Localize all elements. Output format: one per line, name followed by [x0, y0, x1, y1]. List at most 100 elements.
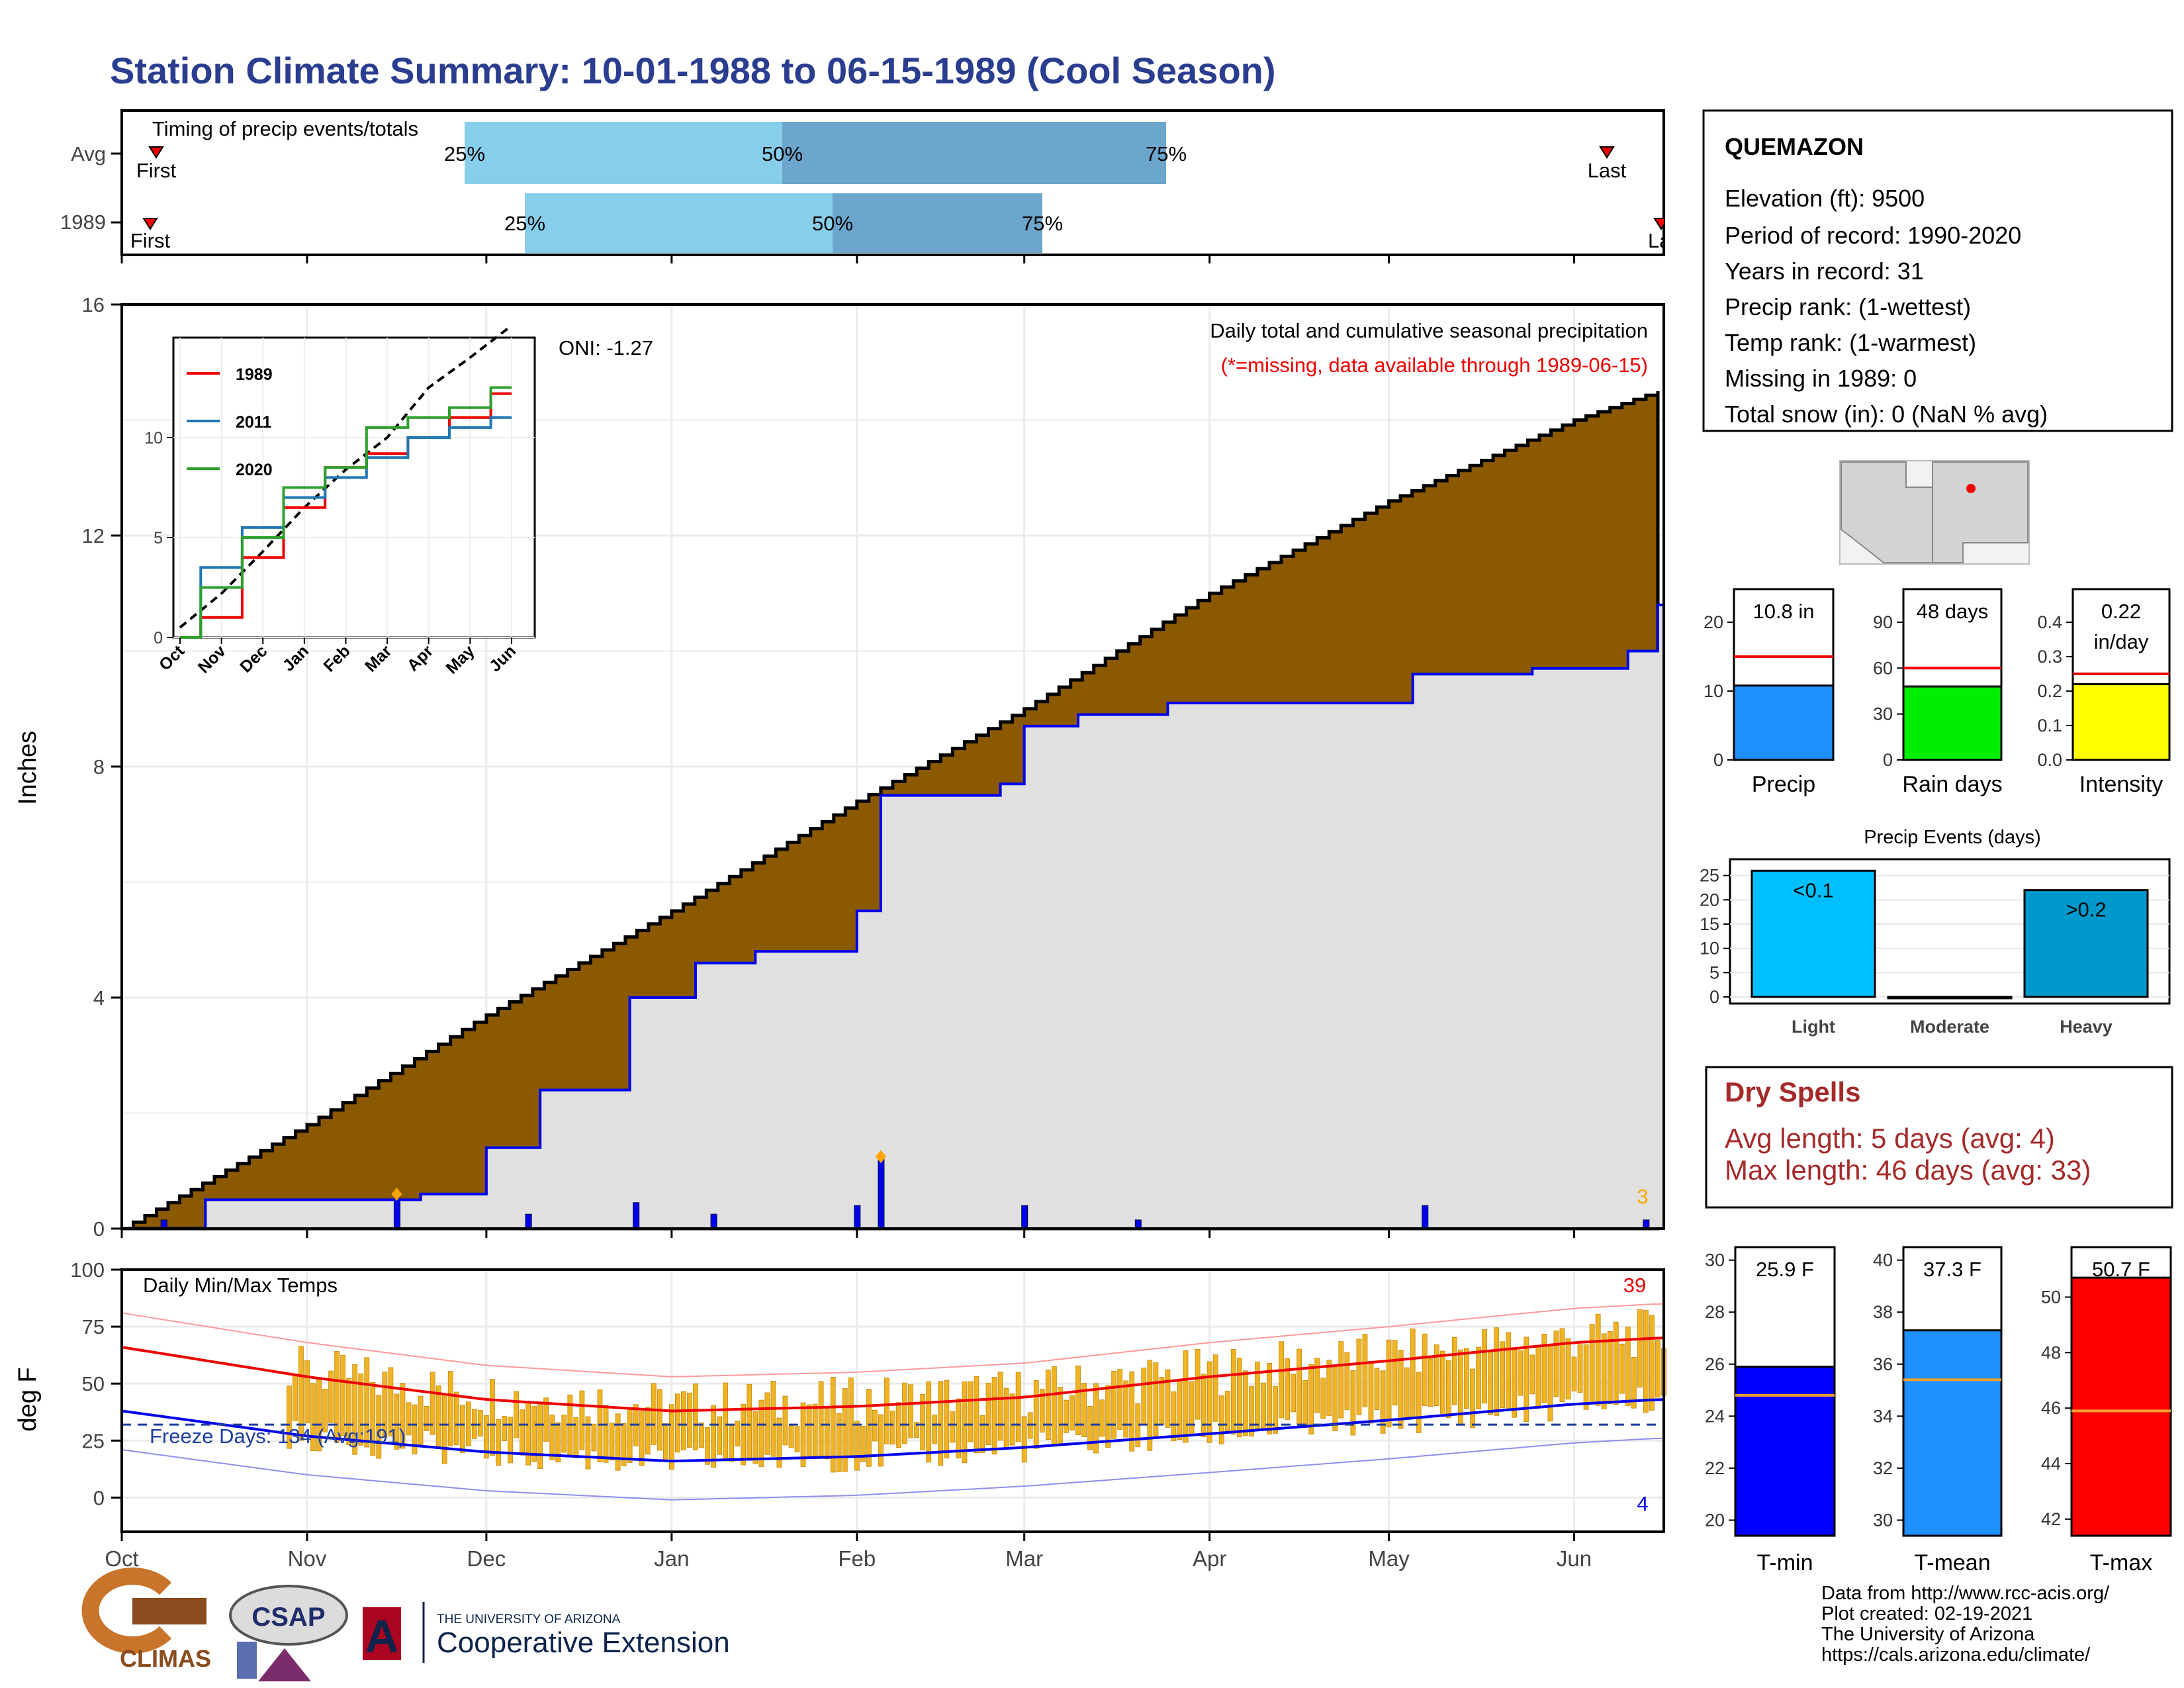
- timing-panel: Timing of precip events/totals Avg 1989 …: [60, 109, 1665, 263]
- daily-temp-bar: [549, 1415, 555, 1460]
- temp-xtick-label: Jun: [1557, 1546, 1592, 1571]
- daily-temp-bar: [1529, 1354, 1535, 1395]
- daily-temp-bar: [555, 1422, 561, 1463]
- stat-bar-Precip: [1733, 684, 1835, 761]
- daily-temp-bar: [483, 1415, 489, 1459]
- temp-xtick-label: Apr: [1193, 1546, 1226, 1571]
- temp-summary-tick-label: 44: [2041, 1454, 2061, 1474]
- daily-temp-bar: [1320, 1378, 1326, 1419]
- daily-temp-bar: [585, 1416, 591, 1470]
- stat-bar-label: Precip: [1752, 772, 1815, 797]
- daily-temp-bar: [1230, 1348, 1236, 1435]
- obs-p25-label: 25%: [504, 212, 545, 235]
- daily-temp-bar: [1494, 1327, 1500, 1416]
- daily-temp-bar: [388, 1367, 394, 1436]
- temp-ytick-label: 50: [82, 1372, 105, 1395]
- record-low-line: [121, 1437, 1664, 1501]
- stat-tick-label: 10: [1704, 681, 1723, 701]
- daily-temp-bar: [806, 1404, 812, 1459]
- avg-p75-label: 75%: [1146, 142, 1187, 165]
- stat-bars: 10.8 in 0 10 20 Precip 48 days 0 30 60 90 Rain day…: [1704, 588, 2171, 797]
- avg-tmin-line: [121, 1398, 1664, 1463]
- daily-temp-bar: [1404, 1367, 1410, 1419]
- temp-ytick-label: 25: [82, 1429, 105, 1452]
- daily-temp-bar: [1141, 1368, 1147, 1425]
- inset-avg-line: [179, 324, 513, 629]
- daily-temp-bar: [908, 1384, 913, 1438]
- inset-ytick-label: 10: [144, 429, 163, 447]
- daily-temp-bar: [1033, 1380, 1039, 1449]
- temp-summary-tick-label: 40: [1873, 1250, 1893, 1270]
- stat-bar-Intensity: [2071, 683, 2171, 761]
- footer-url: https://cals.arizona.edu/climate/: [1821, 1644, 2091, 1665]
- daily-temp-bar: [1236, 1358, 1242, 1438]
- inset-line-2020: [180, 386, 512, 639]
- daily-temp-bar: [1458, 1349, 1463, 1424]
- dry-spells-title: Dry Spells: [1725, 1076, 1860, 1107]
- daily-temp-bar: [430, 1372, 435, 1435]
- daily-precip-bar: [633, 1202, 640, 1229]
- stat-tick-label: 20: [1704, 612, 1723, 632]
- daily-temp-bar: [496, 1419, 501, 1466]
- timing-title: Timing of precip events/totals: [152, 117, 418, 140]
- daily-temp-bar: [1488, 1350, 1494, 1415]
- daily-temp-bar: [514, 1391, 519, 1438]
- daily-temp-bar: [1332, 1366, 1338, 1431]
- temp-ytick-label: 0: [93, 1486, 105, 1509]
- csap-logo-text: CSAP: [251, 1603, 325, 1632]
- daily-temp-bar: [382, 1372, 388, 1438]
- daily-temp-bar: [747, 1383, 752, 1461]
- daily-temp-bar: [1625, 1327, 1631, 1407]
- daily-precip-bar: [710, 1213, 717, 1229]
- stat-tick-label: 90: [1873, 612, 1893, 632]
- daily-temp-bar: [1601, 1333, 1607, 1409]
- temp-bar-label: T-min: [1757, 1550, 1813, 1575]
- daily-temp-bar: [1380, 1370, 1386, 1434]
- daily-temp-bar: [938, 1381, 944, 1466]
- station-elevation: Elevation (ft): 9500: [1725, 185, 1925, 212]
- daily-temp-bar: [782, 1395, 788, 1446]
- daily-temp-bar: [1165, 1369, 1171, 1428]
- daily-temp-bar: [1398, 1350, 1404, 1429]
- timing-year-label: 1989: [60, 211, 106, 234]
- daily-temp-bar: [1374, 1368, 1380, 1410]
- daily-temp-bar: [1416, 1372, 1422, 1433]
- stat-tick-label: 0.4: [2037, 612, 2062, 632]
- daily-temp-bar: [465, 1401, 471, 1446]
- daily-temp-bar: [441, 1393, 447, 1464]
- temp-summary-tick-label: 46: [2041, 1398, 2061, 1418]
- daily-temp-bar: [1362, 1334, 1368, 1407]
- daily-temp-bar: [902, 1382, 907, 1444]
- events-tick-label: 20: [1700, 890, 1719, 910]
- daily-precip-bar: [854, 1205, 861, 1229]
- daily-temp-bar: [508, 1417, 513, 1464]
- inset-ytick-label: 0: [154, 629, 163, 647]
- temp-bar-T-mean: [1902, 1329, 2003, 1537]
- daily-temp-bar: [1261, 1382, 1266, 1429]
- daily-temp-bar: [974, 1376, 979, 1454]
- oni-label: ONI: -1.27: [559, 336, 653, 359]
- daily-temp-bar: [639, 1411, 645, 1466]
- daily-temp-bar: [1021, 1416, 1027, 1463]
- temp-xtick-label: May: [1368, 1546, 1410, 1571]
- temp-bar-T-max: [2070, 1276, 2172, 1537]
- daily-temp-bar: [340, 1354, 346, 1436]
- dry-spells-box: Dry Spells Avg length: 5 days (avg: 4) M…: [1705, 1066, 2173, 1209]
- daily-temp-bar: [1464, 1348, 1469, 1409]
- daily-temp-bar: [418, 1395, 424, 1445]
- daily-temp-bar: [1189, 1381, 1195, 1436]
- temp-summary-tick-label: 26: [1705, 1354, 1725, 1374]
- daily-temp-bar: [860, 1425, 866, 1462]
- temp-summary-tick-label: 50: [2041, 1287, 2061, 1307]
- events-tick-label: 5: [1709, 962, 1719, 982]
- daily-precip-bar: [525, 1213, 532, 1229]
- daily-temp-bar: [1541, 1334, 1547, 1403]
- daily-temp-bar: [1117, 1369, 1123, 1430]
- daily-temp-bar: [842, 1388, 848, 1472]
- precip-panel: Daily total and cumulative seasonal prec…: [14, 293, 1665, 1241]
- daily-temp-bar: [836, 1413, 842, 1472]
- daily-temp-bar: [1386, 1339, 1392, 1428]
- avg-tmax-line: [121, 1336, 1664, 1413]
- daily-temp-bar: [1314, 1358, 1320, 1413]
